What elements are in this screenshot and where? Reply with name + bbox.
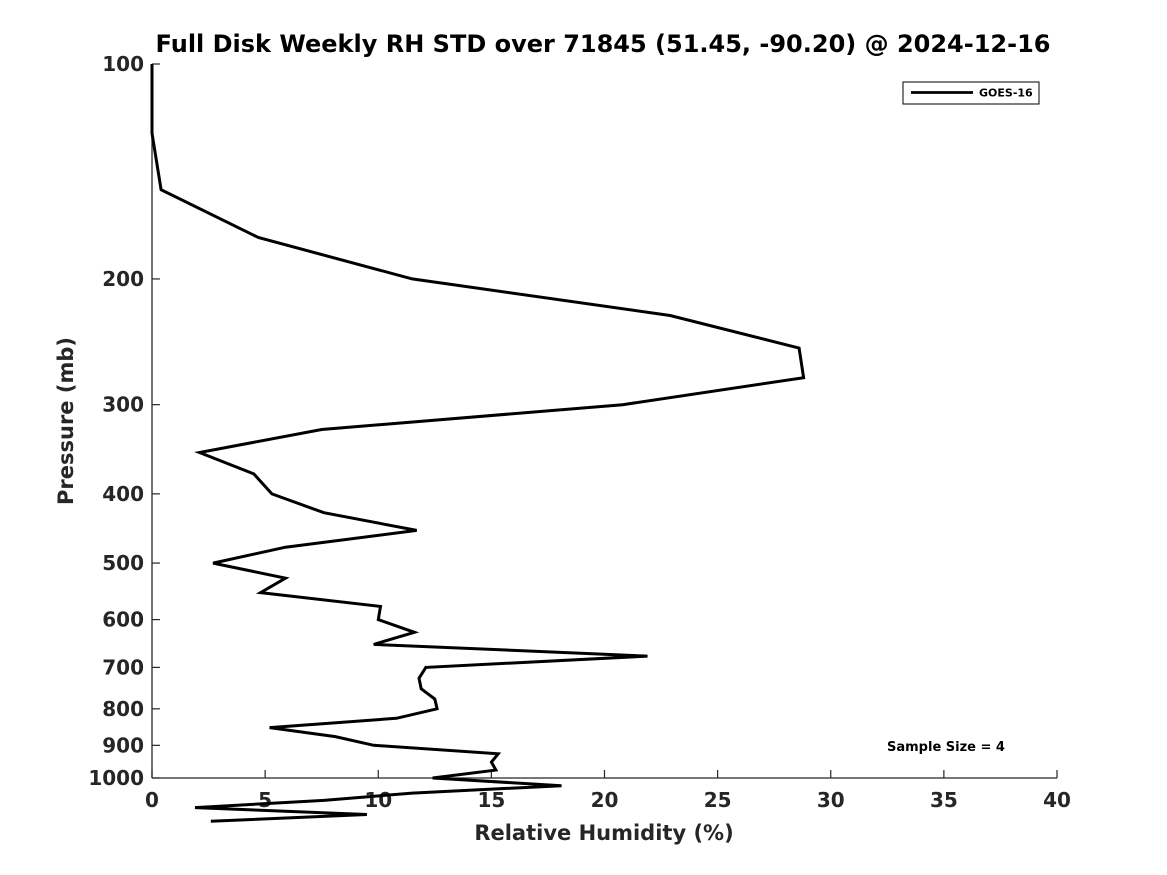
- y-ticks: 100 200 300 400 500 600 700 800 900 1000: [88, 52, 160, 790]
- sample-size-annotation: Sample Size = 4: [887, 740, 1005, 755]
- series-line-goes-16: [150, 64, 806, 823]
- y-tick-label: 400: [102, 482, 144, 506]
- legend: GOES-16: [902, 81, 1040, 105]
- y-axis-label: Pressure (mb): [54, 337, 78, 505]
- chart-title: Full Disk Weekly RH STD over 71845 (51.4…: [156, 30, 1051, 58]
- y-tick-label: 1000: [88, 766, 144, 790]
- x-tick-label: 0: [145, 788, 159, 812]
- y-tick-label: 500: [102, 551, 144, 575]
- series-layer: [150, 64, 806, 823]
- y-tick-label: 200: [102, 267, 144, 291]
- legend-label-goes-16: GOES-16: [979, 87, 1033, 100]
- y-tick-label: 100: [102, 52, 144, 76]
- y-tick-label: 900: [102, 733, 144, 757]
- y-tick-label: 800: [102, 697, 144, 721]
- axes: 0 5 10 15 20 25 30 35 40 100 200 300 400 500 600 700 80…: [88, 52, 1071, 812]
- x-tick-label: 30: [817, 788, 845, 812]
- x-axis-label: Relative Humidity (%): [474, 821, 733, 845]
- x-tick-label: 5: [258, 788, 272, 812]
- y-tick-label: 700: [102, 655, 144, 679]
- x-ticks: 0 5 10 15 20 25 30 35 40: [145, 770, 1071, 812]
- x-tick-label: 20: [591, 788, 619, 812]
- x-tick-label: 25: [704, 788, 732, 812]
- x-tick-label: 10: [364, 788, 392, 812]
- y-tick-label: 600: [102, 608, 144, 632]
- y-tick-label: 300: [102, 393, 144, 417]
- x-tick-label: 40: [1043, 788, 1071, 812]
- x-tick-label: 35: [930, 788, 958, 812]
- x-tick-label: 15: [477, 788, 505, 812]
